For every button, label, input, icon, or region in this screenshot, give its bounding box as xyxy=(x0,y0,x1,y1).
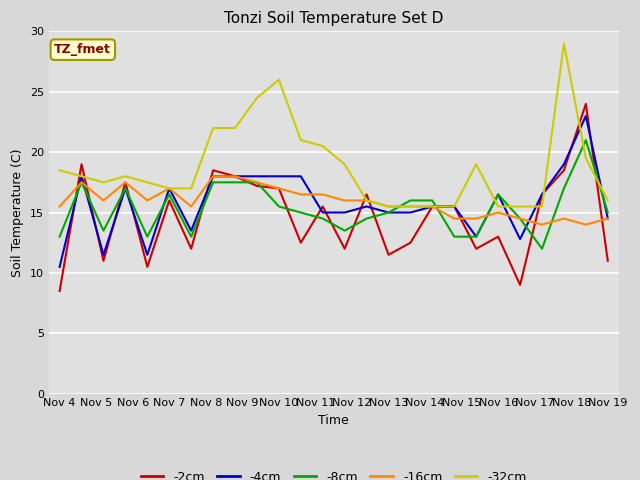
X-axis label: Time: Time xyxy=(318,414,349,427)
Legend: -2cm, -4cm, -8cm, -16cm, -32cm: -2cm, -4cm, -8cm, -16cm, -32cm xyxy=(136,466,532,480)
Title: Tonzi Soil Temperature Set D: Tonzi Soil Temperature Set D xyxy=(224,11,444,26)
Text: TZ_fmet: TZ_fmet xyxy=(54,43,111,56)
Y-axis label: Soil Temperature (C): Soil Temperature (C) xyxy=(11,148,24,277)
